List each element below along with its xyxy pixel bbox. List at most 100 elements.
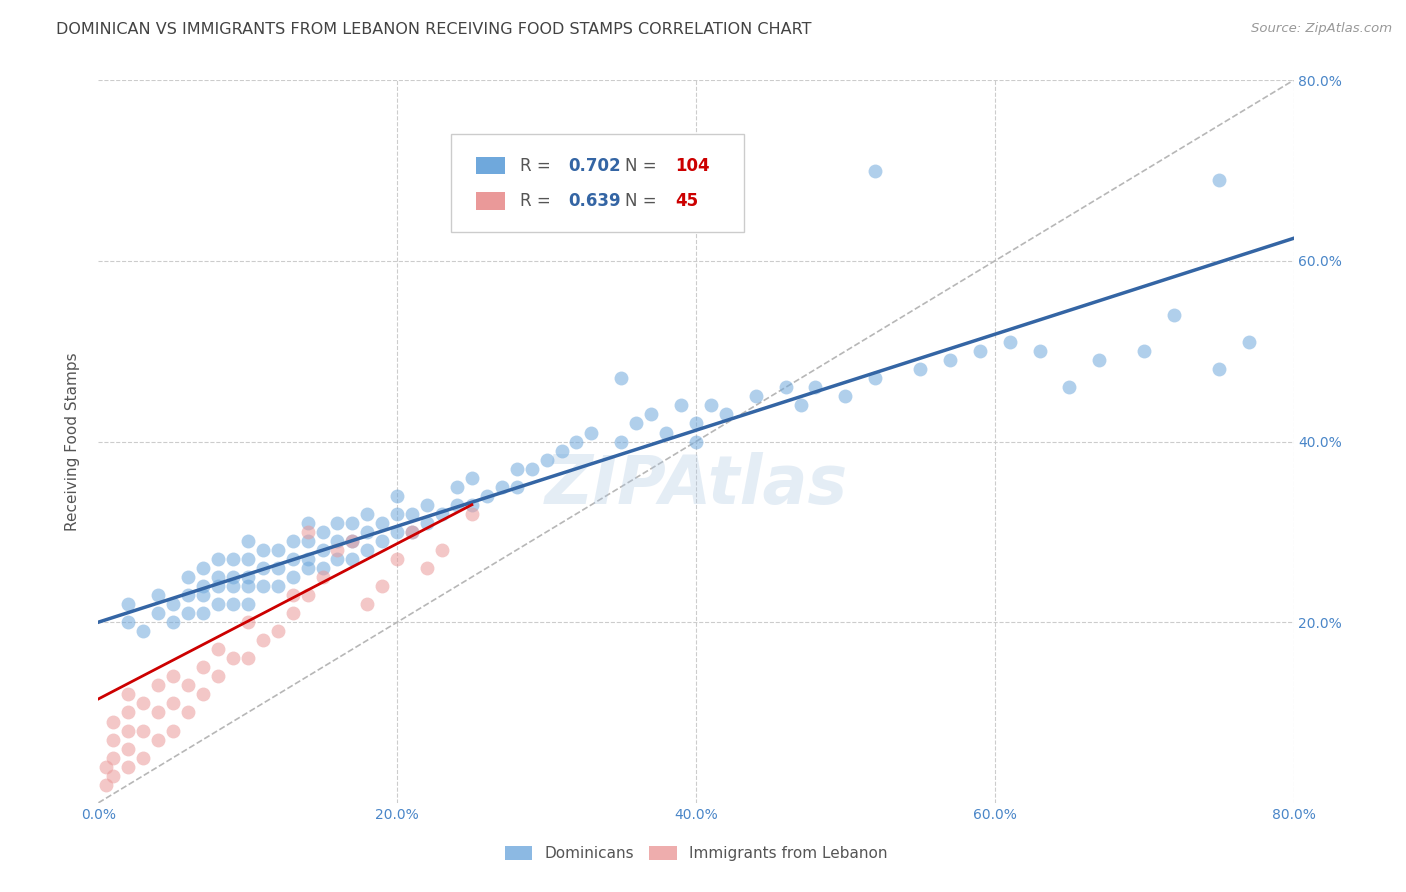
Point: [908, 362, 931, 376]
Point: [207, 579, 229, 593]
Point: [207, 669, 229, 683]
Point: [222, 597, 245, 611]
Point: [1208, 362, 1230, 376]
Point: [297, 561, 319, 575]
Point: [865, 371, 887, 385]
Point: [117, 615, 139, 630]
Point: [685, 417, 707, 431]
Point: [385, 524, 409, 539]
Point: [94, 778, 117, 792]
Point: [834, 389, 856, 403]
Point: [281, 606, 304, 620]
Text: 45: 45: [676, 192, 699, 210]
Legend: Dominicans, Immigrants from Lebanon: Dominicans, Immigrants from Lebanon: [499, 840, 893, 867]
Point: [669, 398, 692, 412]
Point: [177, 570, 200, 584]
Point: [236, 570, 259, 584]
Point: [461, 507, 484, 521]
Point: [430, 507, 453, 521]
Point: [103, 769, 125, 783]
Y-axis label: Receiving Food Stamps: Receiving Food Stamps: [65, 352, 80, 531]
Point: [520, 461, 543, 475]
Text: 104: 104: [676, 156, 710, 175]
Point: [177, 678, 200, 692]
Point: [685, 434, 707, 449]
Point: [506, 461, 529, 475]
Point: [565, 434, 588, 449]
Point: [775, 380, 797, 394]
Point: [267, 579, 290, 593]
Point: [1088, 353, 1111, 368]
Point: [356, 597, 378, 611]
Point: [267, 624, 290, 639]
Text: R =: R =: [520, 192, 557, 210]
Point: [222, 552, 245, 566]
Point: [132, 723, 155, 738]
Point: [371, 579, 394, 593]
Point: [162, 597, 184, 611]
Point: [356, 542, 378, 557]
Point: [117, 741, 139, 756]
Point: [148, 706, 170, 720]
FancyBboxPatch shape: [451, 135, 744, 232]
Point: [385, 552, 409, 566]
Point: [191, 579, 214, 593]
Point: [1163, 308, 1185, 322]
Text: 0.702: 0.702: [568, 156, 620, 175]
Point: [117, 760, 139, 774]
Point: [236, 552, 259, 566]
Point: [297, 588, 319, 602]
Point: [939, 353, 962, 368]
Point: [998, 335, 1021, 350]
Point: [626, 417, 648, 431]
Point: [103, 714, 125, 729]
Point: [177, 706, 200, 720]
Point: [401, 524, 423, 539]
Point: [536, 452, 558, 467]
Point: [416, 516, 439, 530]
Point: [281, 570, 304, 584]
Point: [326, 516, 349, 530]
Point: [297, 516, 319, 530]
Point: [117, 706, 139, 720]
Point: [342, 533, 364, 548]
Point: [311, 570, 333, 584]
Point: [207, 597, 229, 611]
Point: [222, 651, 245, 665]
Point: [342, 552, 364, 566]
Point: [416, 498, 439, 512]
Point: [281, 588, 304, 602]
Point: [222, 570, 245, 584]
Point: [148, 732, 170, 747]
FancyBboxPatch shape: [477, 193, 505, 210]
Point: [789, 398, 811, 412]
Text: ZIPAtlas: ZIPAtlas: [544, 452, 848, 518]
Point: [461, 498, 484, 512]
Point: [804, 380, 827, 394]
Point: [506, 480, 529, 494]
Point: [581, 425, 603, 440]
Text: DOMINICAN VS IMMIGRANTS FROM LEBANON RECEIVING FOOD STAMPS CORRELATION CHART: DOMINICAN VS IMMIGRANTS FROM LEBANON REC…: [56, 22, 811, 37]
Point: [236, 533, 259, 548]
Point: [103, 732, 125, 747]
Point: [191, 606, 214, 620]
Point: [222, 579, 245, 593]
Point: [207, 570, 229, 584]
Point: [446, 498, 468, 512]
Point: [117, 723, 139, 738]
Point: [430, 542, 453, 557]
Point: [162, 615, 184, 630]
Point: [969, 344, 991, 359]
Point: [297, 524, 319, 539]
Point: [297, 533, 319, 548]
Point: [117, 597, 139, 611]
Point: [714, 408, 737, 422]
Point: [236, 651, 259, 665]
Point: [281, 552, 304, 566]
Point: [311, 524, 333, 539]
Point: [177, 606, 200, 620]
Point: [177, 588, 200, 602]
Point: [297, 552, 319, 566]
Point: [371, 516, 394, 530]
Point: [191, 561, 214, 575]
